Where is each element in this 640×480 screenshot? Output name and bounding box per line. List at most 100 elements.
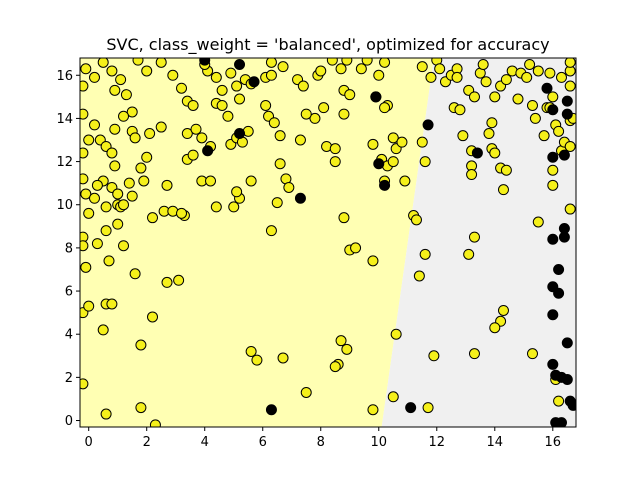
majority-class-point [294,134,306,146]
majority-class-point [483,128,495,140]
majority-class-point [155,58,167,68]
y-tick-label: 16 [56,69,73,84]
minority-class-point [405,402,417,414]
minority-class-point [370,91,382,103]
majority-class-point [526,99,538,111]
majority-class-point [118,240,130,252]
majority-class-point [497,184,509,196]
majority-class-point [396,136,408,148]
majority-class-point [297,80,309,92]
minority-class-point [547,104,559,116]
majority-class-point [187,149,199,161]
majority-class-point [547,179,559,191]
majority-class-point [277,352,289,364]
y-tick-label: 8 [65,241,73,256]
majority-class-point [521,71,533,83]
minority-class-point [202,145,214,157]
minority-class-point [373,158,385,170]
majority-class-point [564,140,576,152]
majority-class-point [120,89,132,101]
y-axis: 0 2 4 6 8 10 12 14 16 [56,69,80,429]
majority-class-point [132,58,144,66]
majority-class-point [138,175,150,187]
x-tick-label: 16 [545,435,562,450]
majority-class-point [547,91,559,103]
majority-class-point [480,76,492,88]
majority-class-point [338,212,350,224]
majority-class-point [419,156,431,168]
majority-class-point [181,128,193,140]
majority-class-point [422,402,434,414]
majority-class-point [210,201,222,213]
x-tick-label: 2 [143,435,151,450]
majority-class-point [373,69,385,81]
majority-class-point [338,108,350,120]
majority-class-point [196,132,208,144]
majority-class-point [329,361,341,373]
majority-class-point [274,158,286,170]
y-tick-label: 10 [56,198,73,213]
majority-class-point [564,80,576,92]
majority-class-point [367,138,379,150]
majority-class-point [468,348,480,360]
majority-class-point [532,65,544,77]
majority-class-point [434,63,446,75]
minority-class-point [561,374,573,386]
majority-class-point [379,102,391,114]
majority-class-point [100,408,112,420]
y-tick-label: 12 [56,155,73,170]
majority-class-point [341,343,353,355]
majority-class-point [123,177,135,189]
majority-class-point [555,71,567,83]
plot-frame [79,57,577,428]
majority-class-point [454,104,466,116]
majority-class-point [361,58,373,66]
majority-class-point [524,58,536,70]
majority-class-point [265,69,277,81]
minority-class-point [547,151,559,163]
majority-class-point [428,350,440,362]
majority-class-point [80,378,89,390]
y-tick-label: 14 [56,112,73,127]
minority-class-point [558,149,570,161]
majority-class-point [176,207,188,219]
majority-class-point [115,74,127,86]
majority-class-point [173,274,185,286]
minority-class-point [561,108,573,120]
minority-class-point [553,287,565,299]
majority-class-point [526,348,538,360]
majority-class-point [399,175,411,187]
majority-class-point [265,58,277,68]
majority-class-point [80,188,92,200]
majority-class-point [245,175,257,187]
majority-class-point [89,71,101,83]
plot-area [80,58,576,427]
majority-class-point [500,164,512,176]
majority-class-point [538,130,550,142]
majority-class-point [335,335,347,347]
minority-class-point [379,179,391,191]
majority-class-point [451,71,463,83]
majority-class-point [500,74,512,86]
majority-class-point [129,132,141,144]
majority-class-point [529,112,541,124]
majority-class-point [544,67,556,79]
majority-class-point [112,218,124,230]
x-tick-label: 6 [259,435,267,450]
minority-class-point [547,233,559,245]
majority-class-point [83,134,95,146]
majority-class-point [80,240,89,252]
majority-class-point [387,156,399,168]
majority-class-point [228,201,240,213]
majority-class-point [126,106,138,118]
majority-class-point [141,65,153,77]
minority-class-point [265,404,277,416]
majority-class-point [155,121,167,133]
y-tick-label: 0 [65,414,73,429]
majority-class-point [147,311,159,323]
majority-class-point [553,125,565,137]
majority-class-point [489,147,501,159]
majority-class-point [300,386,312,398]
majority-class-point [118,110,130,122]
minority-class-point [567,399,576,411]
